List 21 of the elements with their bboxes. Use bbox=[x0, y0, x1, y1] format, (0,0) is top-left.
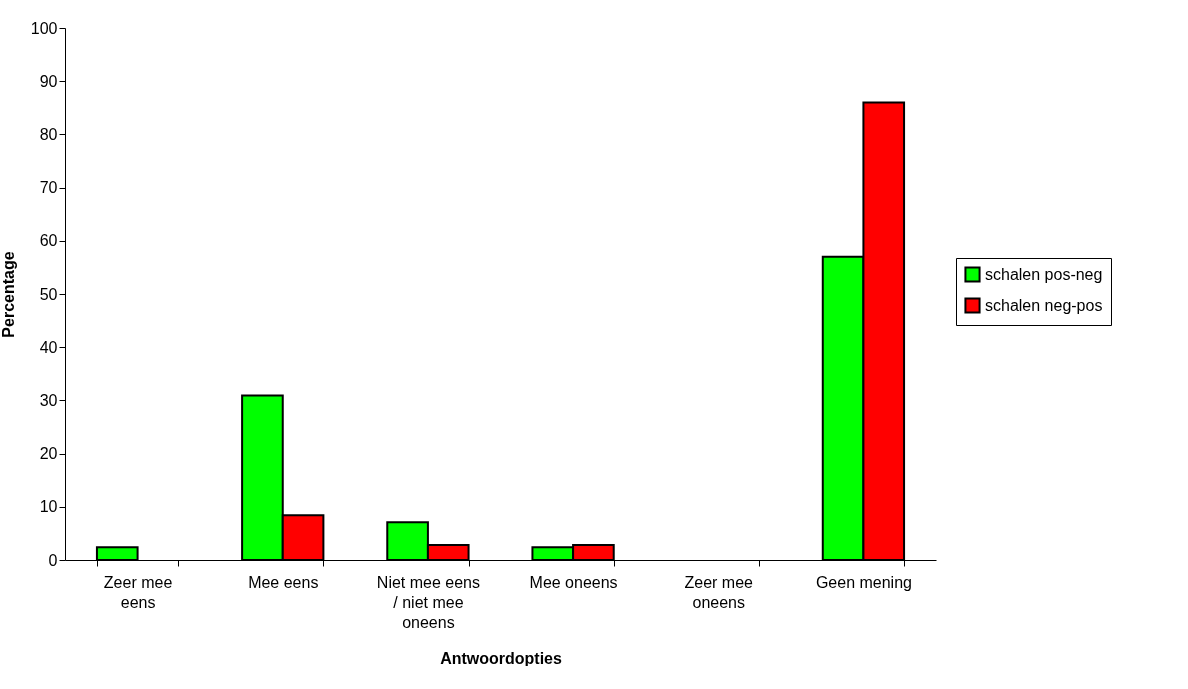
y-tick-label: 30 bbox=[39, 391, 58, 409]
y-tick-label: 20 bbox=[39, 445, 58, 463]
x-tick-label: Mee oneens bbox=[529, 573, 618, 591]
y-tick-label: 70 bbox=[39, 179, 58, 197]
y-tick-label: 40 bbox=[39, 338, 58, 356]
x-tick-label: Mee eens bbox=[248, 573, 319, 591]
x-tick-label: Zeer mee eens bbox=[103, 573, 173, 611]
y-tick-label: 50 bbox=[39, 285, 58, 303]
y-axis-title: Percentage bbox=[0, 251, 17, 338]
x-tick-label: Niet mee eens / niet mee oneens bbox=[376, 573, 480, 631]
y-tick-label: 60 bbox=[39, 232, 58, 250]
x-tick-label: Zeer mee oneens bbox=[684, 573, 754, 611]
legend-label: schalen neg-pos bbox=[985, 296, 1103, 314]
y-tick-label: 90 bbox=[39, 72, 58, 90]
y-tick-label: 100 bbox=[30, 19, 58, 37]
y-tick-label: 10 bbox=[39, 498, 58, 516]
x-tick-label: Geen mening bbox=[815, 573, 912, 591]
y-tick-label: 80 bbox=[39, 125, 58, 143]
legend-label: schalen pos-neg bbox=[985, 265, 1103, 283]
x-axis-title: Antwoordopties bbox=[440, 649, 562, 667]
y-tick-label: 0 bbox=[48, 551, 58, 569]
